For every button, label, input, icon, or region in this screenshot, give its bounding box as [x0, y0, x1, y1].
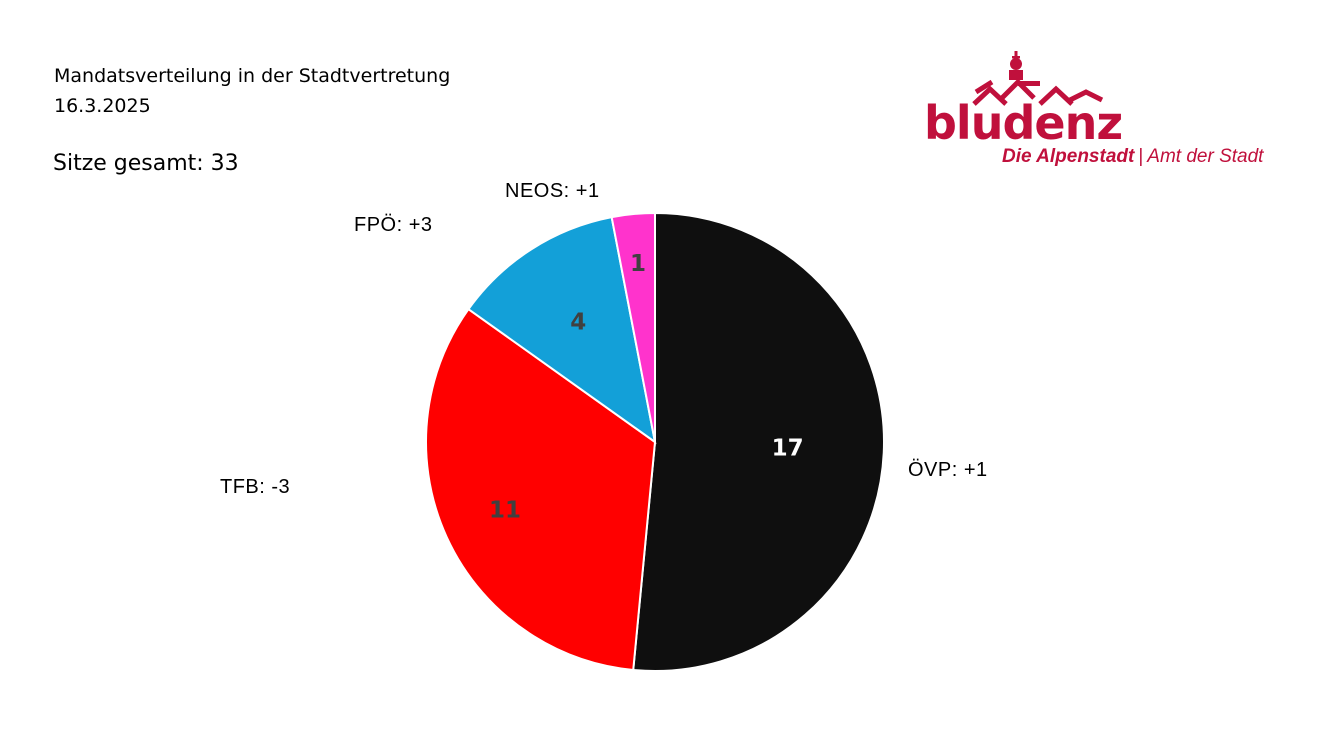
chart-title: Mandatsverteilung in der Stadtvertretung [54, 65, 451, 87]
logo-tagline: Die Alpenstadt | Amt der Stadt [1002, 146, 1263, 168]
logo-rooftops-icon [972, 51, 1104, 106]
slice-label-tfb: TFB: -3 [220, 476, 291, 498]
pie-slice-neos [610, 211, 656, 443]
seats-total: Sitze gesamt: 33 [53, 151, 239, 176]
slice-label-fpoe: FPÖ: +3 [354, 214, 433, 236]
chart-date: 16.3.2025 [54, 95, 151, 117]
bludenz-logo: bludenz Die Alpenstadt | Amt der Stadt [922, 48, 1272, 173]
slice-label-neos: NEOS: +1 [505, 180, 600, 202]
logo-separator: | [1138, 146, 1144, 167]
data-label-tfb: 11 [489, 497, 521, 523]
chart-title-block: Mandatsverteilung in der Stadtvertretung… [54, 61, 450, 121]
pie-slice-tfb [425, 307, 657, 672]
pie-slice-oevp [632, 211, 885, 672]
pie-slice-fpoe [467, 215, 657, 445]
logo-tagline-secondary: Amt der Stadt [1147, 146, 1264, 167]
data-label-neos: 1 [630, 251, 646, 277]
data-label-oevp: 17 [772, 435, 804, 461]
slice-label-oevp: ÖVP: +1 [908, 459, 988, 481]
logo-wordmark: bludenz [924, 96, 1123, 150]
logo-tagline-primary: Die Alpenstadt [1002, 146, 1135, 167]
data-label-fpoe: 4 [570, 310, 586, 336]
